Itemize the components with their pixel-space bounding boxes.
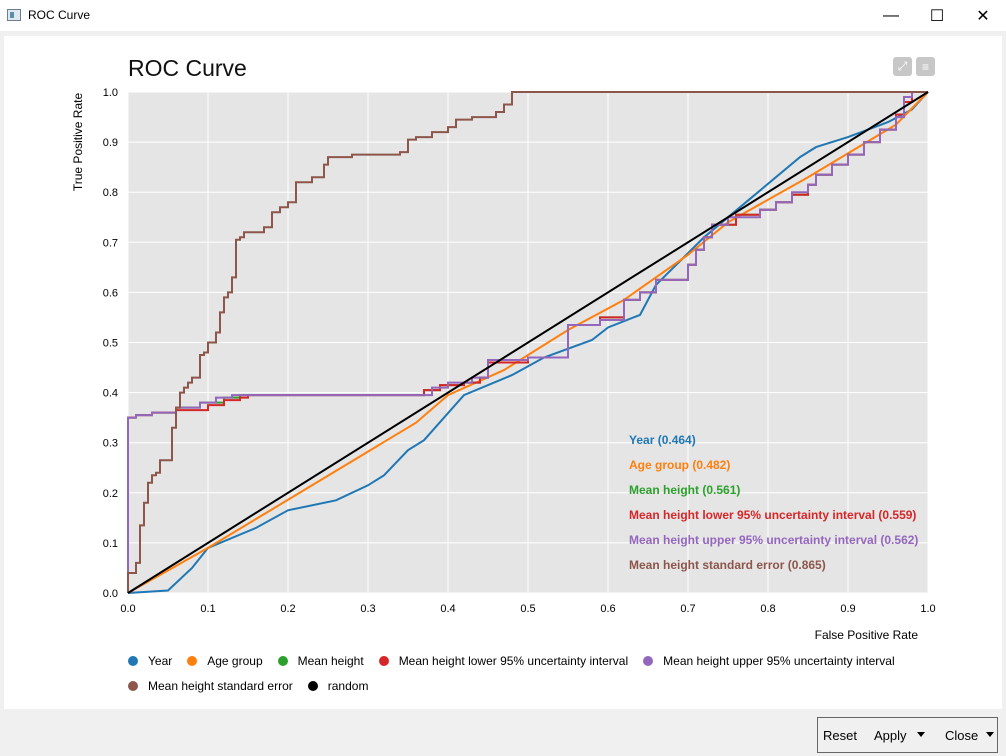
close-window-button[interactable]: ✕ [976, 7, 990, 25]
expand-icon[interactable]: ⤢ [893, 57, 912, 76]
close-dropdown-icon[interactable] [986, 732, 994, 737]
x-tick-label: 0.6 [600, 603, 615, 615]
apply-dropdown-icon[interactable] [917, 732, 925, 737]
auc-label: Mean height lower 95% uncertainty interv… [629, 508, 916, 522]
maximize-button[interactable]: ☐ [929, 7, 945, 25]
legend-marker-icon [277, 655, 288, 666]
x-tick-label: 0.8 [760, 603, 775, 615]
legend-label: random [327, 678, 369, 693]
legend-label: Mean height [297, 653, 364, 668]
x-tick-label: 0.4 [440, 603, 455, 615]
legend-item[interactable]: Mean height standard error [128, 679, 293, 693]
apply-button[interactable]: Apply [874, 728, 907, 743]
reset-button[interactable]: Reset [823, 728, 857, 743]
legend-label: Mean height standard error [148, 678, 293, 693]
series-line-age-group [127, 91, 929, 594]
y-axis-label: True Positive Rate [71, 93, 85, 192]
legend-label: Year [148, 653, 173, 668]
legend-item[interactable]: Mean height [277, 653, 364, 668]
x-axis-label: False Positive Rate [815, 628, 919, 642]
legend-marker-icon [307, 680, 318, 691]
x-tick-label: 0.9 [840, 603, 855, 615]
legend-label: Mean height upper 95% uncertainty interv… [663, 653, 895, 668]
y-tick-label: 0.0 [103, 588, 118, 600]
legend-item[interactable]: Year [128, 654, 172, 668]
close-button[interactable]: Close [945, 728, 979, 743]
app-icon [7, 9, 21, 21]
series-line-mean-height-upper-95-uncertainty-interval [127, 91, 928, 593]
legend-item[interactable]: Age group [187, 653, 263, 668]
auc-label: Age group (0.482) [629, 458, 730, 472]
axis-ticks: 0.0 0.1 0.2 0.3 0.4 0.5 0.6 0.7 0.8 0.9 1.0 0.0 0.1 0… [103, 87, 936, 615]
series-line-mean-height-standard-error [127, 91, 928, 593]
chart-title: ROC Curve [128, 55, 247, 81]
y-tick-label: 0.7 [103, 237, 118, 249]
x-tick-label: 0.7 [680, 603, 695, 615]
y-tick-label: 0.2 [103, 488, 118, 500]
y-tick-label: 0.6 [103, 287, 118, 299]
auc-label: Mean height standard error (0.865) [629, 558, 826, 572]
x-tick-label: 0.0 [120, 603, 135, 615]
y-tick-label: 0.8 [103, 187, 118, 199]
legend-marker-icon [378, 655, 389, 666]
series-line-year [127, 91, 929, 594]
legend-label: Mean height lower 95% uncertainty interv… [398, 653, 629, 668]
menu-icon[interactable]: ≡ [916, 57, 935, 76]
legend-marker-icon [187, 655, 198, 666]
y-tick-label: 0.9 [103, 137, 118, 149]
legend-marker-icon [128, 680, 138, 691]
auc-label: Year (0.464) [629, 433, 696, 447]
y-tick-label: 0.5 [103, 338, 118, 350]
x-tick-label: 0.2 [280, 603, 295, 615]
legend-item[interactable]: random [307, 678, 369, 693]
series-line-random [127, 91, 929, 594]
legend-item[interactable]: Mean height lower 95% uncertainty interv… [378, 653, 629, 668]
window-title: ROC Curve [28, 8, 91, 22]
x-tick-label: 1.0 [920, 603, 935, 615]
window-titlebar: ROC Curve — ☐ ✕ [0, 0, 1006, 31]
dialog-buttons: Reset Apply Close [817, 717, 998, 753]
y-tick-label: 1.0 [103, 87, 118, 99]
x-tick-label: 0.3 [360, 603, 375, 615]
legend: Year Age group Mean height Mean height lowe… [128, 648, 928, 698]
legend-item[interactable]: Mean height upper 95% uncertainty interv… [643, 653, 895, 668]
series-lines [127, 91, 929, 594]
y-tick-label: 0.3 [103, 438, 118, 450]
x-tick-label: 0.1 [200, 603, 215, 615]
legend-marker-icon [128, 655, 138, 666]
legend-marker-icon [643, 655, 654, 666]
y-tick-label: 0.4 [103, 388, 118, 400]
x-tick-label: 0.5 [520, 603, 535, 615]
auc-label: Mean height (0.561) [629, 483, 740, 497]
auc-label: Mean height upper 95% uncertainty interv… [629, 533, 918, 547]
minimize-button[interactable]: — [883, 6, 899, 24]
legend-label: Age group [207, 653, 263, 668]
y-tick-label: 0.1 [103, 538, 118, 550]
auc-labels: Year (0.464) Age group (0.482) Mean height… [629, 433, 918, 572]
